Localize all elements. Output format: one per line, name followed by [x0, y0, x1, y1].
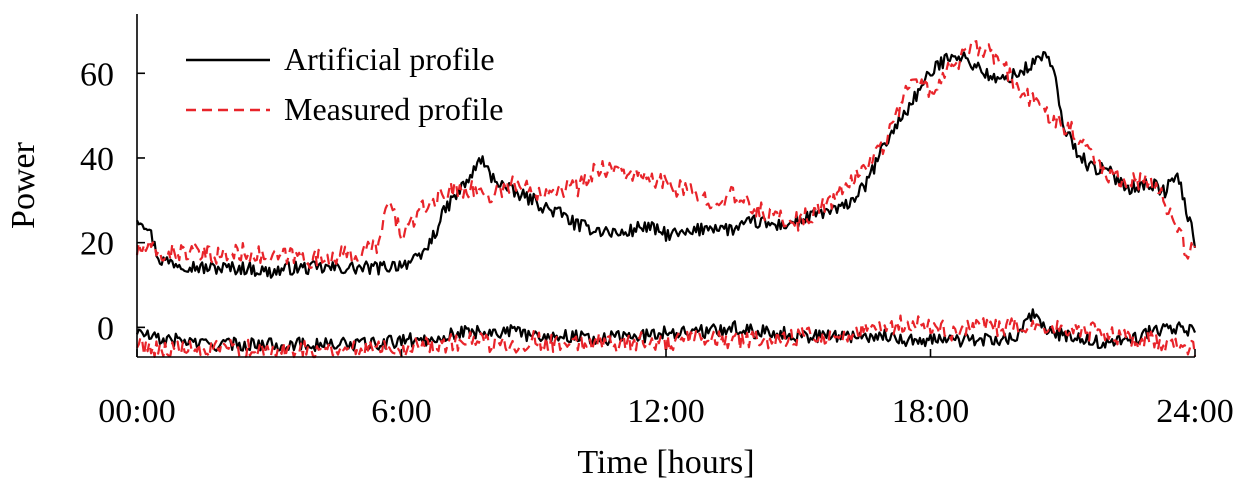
legend-label-1: Artificial profile [284, 41, 495, 77]
x-tick-label: 6:00 [371, 393, 431, 430]
x-tick-label: 00:00 [98, 393, 175, 430]
y-ticks: 0 20 40 60 [80, 56, 145, 347]
y-tick-label: 60 [80, 56, 114, 93]
series-line-2 [135, 39, 1196, 270]
x-axis-label: Time [hours] [577, 444, 754, 481]
legend: Artificial profile Measured profile [186, 41, 503, 127]
y-tick-label: 0 [97, 310, 114, 347]
x-ticks: 00:00 6:00 12:00 18:00 24:00 [98, 349, 1234, 430]
x-tick-label: 12:00 [627, 393, 704, 430]
y-tick-label: 20 [80, 226, 114, 263]
series-line-1 [135, 51, 1197, 279]
x-tick-label: 18:00 [892, 393, 969, 430]
y-axis-label: Power [5, 141, 42, 229]
legend-label-2: Measured profile [284, 91, 503, 127]
series-layer [135, 39, 1197, 359]
x-tick-label: 24:00 [1156, 393, 1233, 430]
axes: 00:00 6:00 12:00 18:00 24:00 0 20 40 60 [80, 14, 1234, 430]
y-tick-label: 40 [80, 141, 114, 178]
